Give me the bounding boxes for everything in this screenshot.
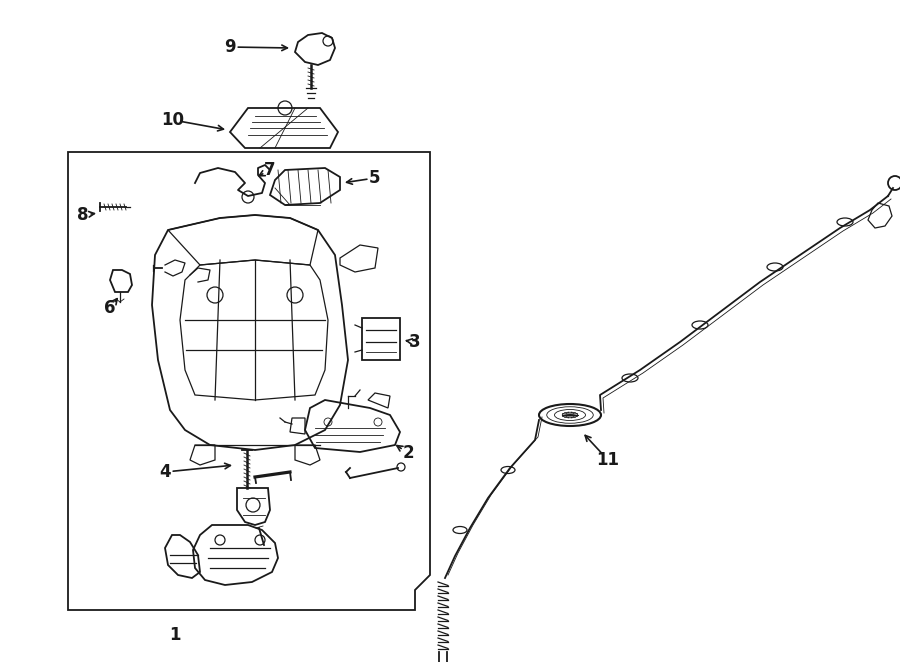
Text: 9: 9 <box>224 38 236 56</box>
Text: 10: 10 <box>161 111 184 129</box>
Text: 8: 8 <box>77 206 89 224</box>
Text: 11: 11 <box>597 451 619 469</box>
Polygon shape <box>295 33 335 65</box>
Text: 6: 6 <box>104 299 116 317</box>
Text: 7: 7 <box>265 161 275 179</box>
Text: 2: 2 <box>402 444 414 462</box>
Text: 1: 1 <box>169 626 181 644</box>
Text: 4: 4 <box>159 463 171 481</box>
Text: 5: 5 <box>369 169 381 187</box>
Text: 3: 3 <box>410 333 421 351</box>
